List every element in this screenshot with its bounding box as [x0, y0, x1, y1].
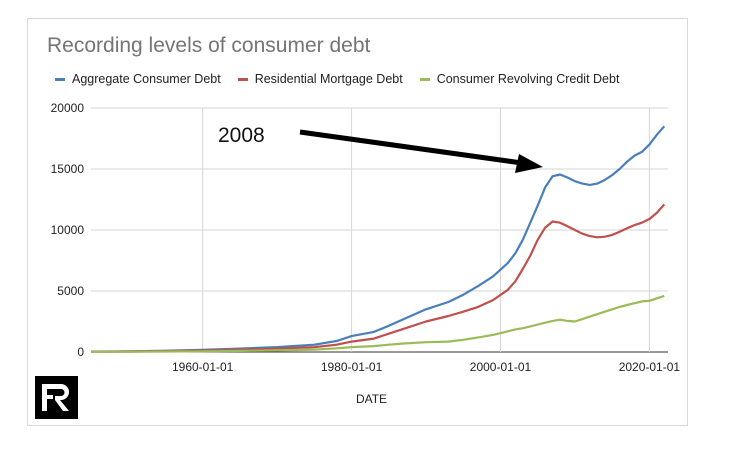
y-tick-label-15000: 15000: [51, 162, 85, 176]
legend-swatch-revolving: [419, 77, 430, 81]
series-line-1: [90, 203, 666, 353]
chart-legend: Aggregate Consumer Debt Residential Mort…: [55, 72, 636, 86]
legend-item-mortgage: Residential Mortgage Debt: [237, 72, 403, 86]
legend-item-revolving: Consumer Revolving Credit Debt: [419, 72, 620, 86]
annotation-arrow-head: [515, 154, 543, 173]
series-line-0: [90, 125, 666, 353]
y-tick-label-5000: 5000: [57, 284, 84, 298]
annotation-arrow-shaft: [299, 129, 523, 166]
y-tick-label-20000: 20000: [51, 101, 85, 115]
y-tick-label-10000: 10000: [51, 223, 85, 237]
legend-swatch-aggregate: [55, 77, 65, 81]
x-tick-label-2000: 2000-01-01: [470, 360, 532, 374]
x-axis-label: DATE: [356, 392, 387, 406]
legend-swatch-mortgage: [237, 77, 248, 81]
legend-label-mortgage: Residential Mortgage Debt: [254, 72, 403, 86]
x-tick-label-1960: 1960-01-01: [172, 360, 234, 374]
legend-label-aggregate: Aggregate Consumer Debt: [72, 72, 221, 86]
annotation-label: 2008: [218, 124, 265, 147]
y-tick-label-0: 0: [77, 345, 84, 359]
x-tick-label-1980: 1980-01-01: [321, 360, 383, 374]
fr-logo: [35, 376, 78, 419]
legend-item-aggregate: Aggregate Consumer Debt: [55, 72, 221, 86]
x-tick-label-2020: 2020-01-01: [619, 360, 681, 374]
chart-title: Recording levels of consumer debt: [47, 34, 371, 57]
legend-label-revolving: Consumer Revolving Credit Debt: [436, 72, 620, 86]
series-line-2: [90, 294, 665, 353]
chart-frame: [27, 18, 688, 426]
